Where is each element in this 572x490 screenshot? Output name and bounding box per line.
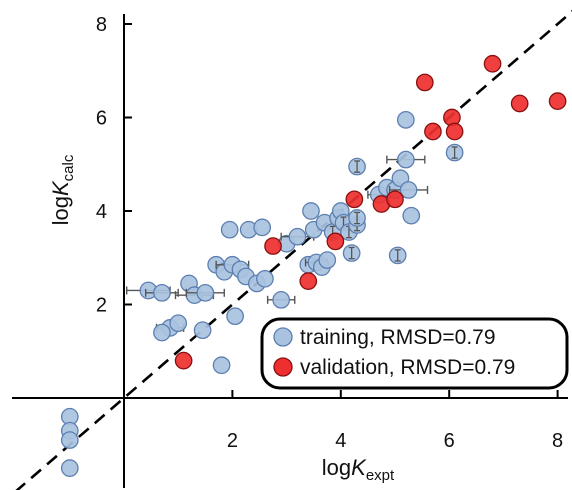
- training-point: [399, 181, 418, 199]
- training-point: [169, 314, 188, 333]
- training-point: [153, 283, 171, 302]
- training-point: [272, 290, 291, 309]
- legend-marker-validation: [273, 357, 293, 377]
- legend-box: [260, 317, 569, 390]
- validation-point: [510, 94, 529, 113]
- validation-point: [386, 190, 404, 209]
- validation-point: [326, 232, 345, 251]
- training-point: [226, 307, 244, 326]
- validation-point: [174, 351, 193, 370]
- training-point: [153, 323, 171, 342]
- x-tick-label: 6: [444, 430, 455, 452]
- validation-point: [264, 237, 282, 255]
- validation-point: [345, 190, 364, 209]
- validation-point: [548, 92, 567, 110]
- y-tick-label: 8: [96, 14, 107, 36]
- validation-point: [415, 73, 434, 92]
- training-point: [256, 269, 274, 288]
- legend-label-training: training, RMSD=0.79: [300, 326, 496, 349]
- x-tick-label: 2: [227, 430, 238, 452]
- legend-marker-training: [273, 327, 293, 347]
- training-point: [253, 218, 272, 237]
- training-point: [302, 202, 320, 220]
- y-tick-label: 4: [96, 201, 107, 223]
- training-point: [212, 356, 231, 375]
- x-tick-label: 4: [335, 430, 346, 452]
- training-point: [220, 220, 239, 239]
- y-axis-label: logKcalc: [48, 154, 77, 225]
- legend: training, RMSD=0.79 validation, RMSD=0.79: [260, 317, 569, 390]
- validation-point: [424, 122, 442, 141]
- training-point: [60, 459, 79, 477]
- training-point: [396, 150, 415, 169]
- validation-point: [445, 122, 464, 141]
- training-point: [60, 431, 79, 449]
- training-point: [402, 206, 421, 225]
- training-point: [196, 283, 215, 302]
- x-tick-label: 8: [552, 430, 563, 452]
- training-point: [193, 321, 212, 340]
- legend-label-validation: validation, RMSD=0.79: [300, 356, 515, 379]
- y-tick-label: 2: [96, 295, 107, 317]
- training-point: [318, 251, 337, 269]
- series-validation: [174, 54, 567, 370]
- validation-point: [299, 272, 318, 290]
- y-tick-label: 6: [96, 108, 107, 130]
- validation-point: [483, 54, 502, 73]
- training-point: [288, 227, 307, 246]
- training-point: [396, 110, 415, 129]
- x-axis-label: logKexpt: [322, 455, 395, 484]
- series-training: [60, 110, 464, 477]
